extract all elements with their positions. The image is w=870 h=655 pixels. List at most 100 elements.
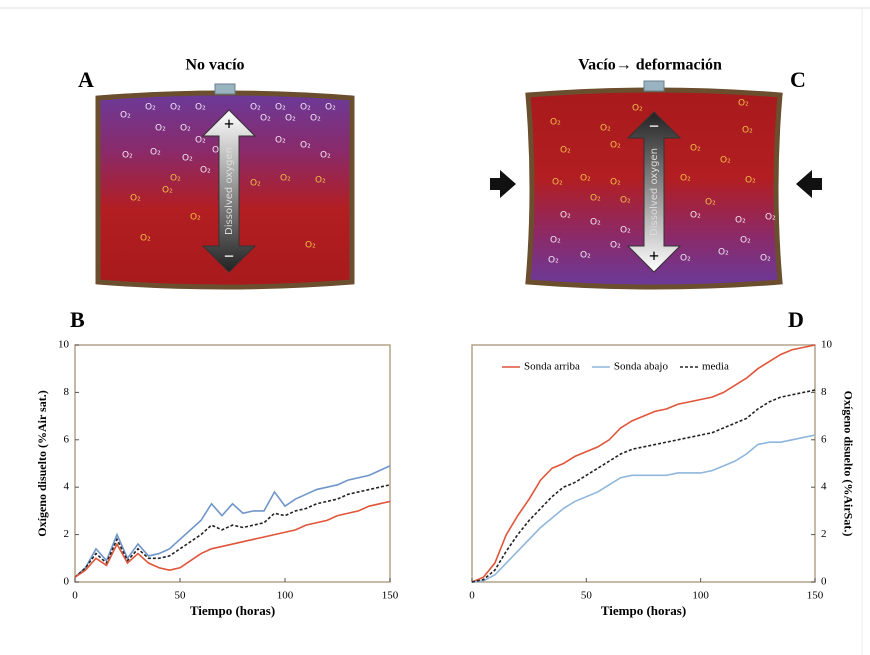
molecule: O₂ [170,103,181,113]
y-tick-label: 6 [821,433,827,445]
molecule: O₂ [550,236,561,246]
series-line [75,485,390,577]
molecule: O₂ [705,198,716,208]
molecule: O₂ [300,141,311,151]
molecule: O₂ [145,103,156,113]
legend-label: Sonda abajo [614,361,669,373]
series-line [472,390,815,582]
x-axis-label: Tiempo (horas) [601,603,686,618]
panel-letter: B [70,307,85,332]
molecule: O₂ [765,213,776,223]
molecule: O₂ [610,178,621,188]
molecule: O₂ [140,234,151,244]
molecule: O₂ [182,154,193,164]
molecule: O₂ [122,151,133,161]
diagram-title: No vacío [185,57,244,74]
y-tick-label: 2 [821,528,827,540]
molecule: O₂ [180,124,191,134]
arrow-label: Dissolved oxygen [649,148,660,236]
molecule: O₂ [315,176,326,186]
arrow-label: Dissolved oxygen [224,147,235,235]
molecule: O₂ [162,186,173,196]
molecule: O₂ [155,124,166,134]
series-line [75,466,390,577]
pressure-arrow [490,170,516,198]
molecule: O₂ [325,103,336,113]
molecule: O₂ [760,254,771,264]
y-tick-label: 8 [821,386,827,398]
molecule: O₂ [320,151,331,161]
molecule: O₂ [560,211,571,221]
bung [215,84,235,94]
x-tick-label: 50 [175,590,187,602]
molecule: O₂ [680,174,691,184]
x-tick-label: 100 [692,590,709,602]
y-tick-label: 0 [821,576,827,588]
molecule: O₂ [742,126,753,136]
y-tick-label: 4 [64,481,70,493]
series-line [472,345,815,582]
molecule: O₂ [300,103,311,113]
molecule: O₂ [552,178,563,188]
x-axis-label: Tiempo (horas) [190,603,275,618]
legend-label: Sonda arriba [524,361,580,373]
x-tick-label: 50 [581,590,593,602]
molecule: O₂ [305,241,316,251]
molecule: O₂ [560,146,571,156]
x-tick-label: 0 [469,590,475,602]
x-tick-label: 150 [807,590,824,602]
x-tick-label: 100 [277,590,294,602]
bottom-sign: − [224,246,234,266]
molecule: O₂ [720,156,731,166]
molecule: O₂ [745,176,756,186]
molecule: O₂ [250,179,261,189]
molecule: O₂ [735,216,746,226]
molecule: O₂ [285,114,296,124]
molecule: O₂ [310,114,321,124]
molecule: O₂ [130,194,141,204]
top-sign: − [649,116,659,136]
top-sign: + [224,114,234,134]
x-tick-label: 150 [382,590,399,602]
y-tick-label: 10 [58,339,70,351]
molecule: O₂ [120,111,131,121]
pressure-arrow [796,170,822,198]
molecule: O₂ [260,114,271,124]
legend-label: media [702,361,729,373]
molecule: O₂ [200,166,211,176]
molecule: O₂ [580,174,591,184]
molecule: O₂ [590,218,601,228]
bottom-sign: + [649,246,659,266]
molecule: O₂ [590,194,601,204]
y-tick-label: 6 [64,433,70,445]
molecule: O₂ [610,141,621,151]
y-tick-label: 4 [821,481,827,493]
molecule: O₂ [610,241,621,251]
molecule: O₂ [620,196,631,206]
panel-letter: D [788,307,804,332]
page: A No vacío O₂ O₂ O₂ O₂ O₂ O₂ O₂ O₂ O₂ O₂ O₂ O₂ O₂ O₂ O₂ O… [0,0,870,655]
y-tick-label: 2 [64,528,70,540]
y-tick-label: 10 [821,339,833,351]
diagram-title: Vacío→ deformación [578,57,722,74]
molecule: O₂ [275,136,286,146]
molecule: O₂ [275,103,286,113]
molecule: O₂ [548,256,559,266]
molecule: O₂ [170,174,181,184]
panel-letter: A [78,67,94,92]
molecule: O₂ [190,213,201,223]
molecule: O₂ [738,99,749,109]
molecule: O₂ [280,174,291,184]
molecule: O₂ [718,248,729,258]
molecule: O₂ [250,103,261,113]
molecule: O₂ [620,226,631,236]
molecule: O₂ [680,254,691,264]
molecule: O₂ [600,124,611,134]
molecule: O₂ [150,148,161,158]
molecule: O₂ [632,104,643,114]
y-axis-label: Oxígeno disuelto (%Air sat.) [35,390,49,536]
molecule: O₂ [550,118,561,128]
series-line [75,501,390,577]
molecule: O₂ [580,251,591,261]
molecule: O₂ [690,211,701,221]
